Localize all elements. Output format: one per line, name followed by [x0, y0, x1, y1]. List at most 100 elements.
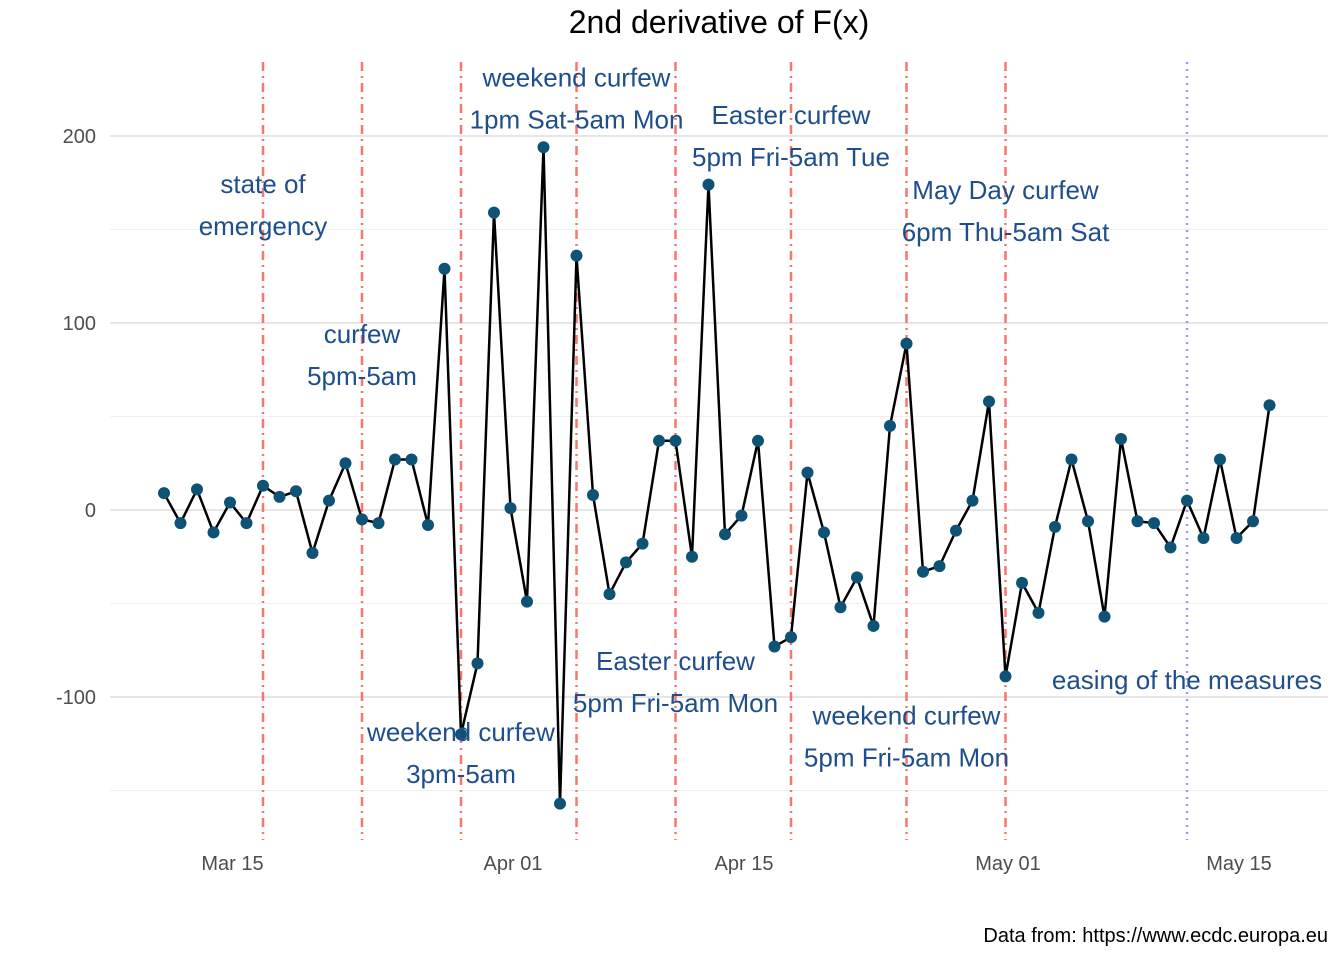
y-tick-label: -100: [56, 687, 96, 709]
data-point: [1098, 610, 1111, 623]
y-tick-label: 200: [63, 126, 96, 148]
data-point: [735, 509, 748, 522]
annotation-label: curfew: [324, 319, 401, 349]
data-point: [1263, 399, 1276, 412]
data-point: [1016, 576, 1028, 589]
y-axis-ticks: -100 0 100 200: [56, 126, 96, 709]
data-point: [669, 434, 682, 447]
data-point: [686, 550, 698, 563]
annotation-label: weekend curfew: [482, 63, 671, 93]
data-point: [537, 141, 550, 154]
x-tick-label: Apr 01: [484, 853, 543, 875]
data-point: [554, 797, 566, 810]
x-tick-label: May 15: [1206, 853, 1272, 875]
data-point: [834, 601, 847, 614]
annotation-label: 1pm Sat-5am Mon: [470, 105, 684, 135]
data-point: [290, 485, 302, 498]
data-point: [306, 547, 319, 560]
data-point: [504, 502, 517, 515]
data-point: [257, 479, 269, 492]
series-line: [162, 145, 1271, 805]
annotation-label: 3pm-5am: [406, 759, 516, 789]
annotation-label: Easter curfew: [596, 646, 755, 676]
data-point: [1214, 453, 1226, 466]
data-point: [1115, 432, 1127, 445]
data-point: [636, 537, 649, 550]
chart-title: 2nd derivative of F(x): [569, 4, 870, 40]
data-point: [801, 466, 814, 479]
data-point: [207, 526, 220, 539]
data-point: [422, 518, 434, 531]
data-point: [389, 453, 401, 466]
data-point: [818, 526, 830, 539]
data-point: [933, 560, 946, 573]
data-point: [587, 489, 599, 502]
data-point: [273, 490, 286, 503]
data-point: [1082, 515, 1094, 528]
data-point: [768, 640, 781, 653]
data-point: [851, 571, 863, 584]
annotations: state of emergency curfew 5pm-5am weekend cu…: [199, 63, 1322, 789]
data-point: [752, 434, 764, 447]
annotation-label: 6pm Thu-5am Sat: [902, 217, 1110, 247]
y-tick-label: 0: [85, 500, 96, 522]
data-point: [570, 249, 583, 262]
y-tick-label: 100: [63, 313, 96, 335]
data-point: [1247, 515, 1259, 528]
data-point: [405, 453, 418, 466]
data-point: [372, 517, 385, 530]
annotation-label: 5pm Fri-5am Tue: [692, 142, 890, 172]
data-point: [884, 419, 896, 432]
data-point: [1230, 532, 1243, 545]
data-points: [158, 141, 1276, 810]
data-point: [867, 619, 880, 632]
data-point: [1148, 517, 1160, 530]
annotation-label: weekend curfew: [812, 700, 1001, 730]
data-point: [1181, 494, 1193, 507]
data-point: [1164, 541, 1177, 554]
data-point: [702, 178, 715, 191]
data-point: [950, 524, 962, 537]
x-tick-label: May 01: [975, 853, 1041, 875]
data-point: [785, 631, 797, 644]
data-point: [966, 494, 979, 507]
data-point: [339, 457, 352, 470]
annotation-label: 5pm Fri-5am Mon: [804, 742, 1009, 772]
x-axis-ticks: Mar 15 Apr 01 Apr 15 May 01 May 15: [201, 853, 1271, 875]
data-point: [653, 434, 665, 447]
data-point: [455, 728, 467, 741]
x-tick-label: Apr 15: [715, 853, 774, 875]
data-point: [521, 595, 533, 608]
data-point: [471, 657, 484, 670]
data-point: [603, 588, 616, 601]
annotation-label: weekend curfew: [366, 717, 555, 747]
data-point: [158, 487, 170, 500]
data-point: [240, 517, 253, 530]
annotation-label: May Day curfew: [912, 175, 1099, 205]
data-point: [620, 556, 632, 569]
data-point: [224, 496, 236, 509]
data-point: [191, 483, 203, 496]
annotation-label: emergency: [199, 211, 328, 241]
annotation-label: 5pm Fri-5am Mon: [573, 688, 778, 718]
data-point: [719, 528, 731, 541]
data-point: [174, 517, 187, 530]
x-tick-label: Mar 15: [201, 853, 263, 875]
data-point: [1032, 606, 1045, 619]
data-point: [900, 337, 913, 350]
data-point: [1065, 453, 1078, 466]
annotation-label: Easter curfew: [712, 100, 871, 130]
annotation-label: state of: [220, 169, 306, 199]
annotation-label: easing of the measures: [1052, 665, 1322, 695]
data-point: [999, 670, 1012, 683]
data-point: [917, 565, 929, 578]
data-point: [1049, 520, 1061, 533]
data-point: [983, 395, 995, 408]
event-lines: [261, 62, 1189, 840]
data-point: [356, 513, 368, 526]
caption: Data from: https://www.ecdc.europa.eu: [983, 925, 1328, 947]
data-point: [1131, 515, 1144, 528]
data-point: [323, 494, 335, 507]
annotation-label: 5pm-5am: [307, 361, 417, 391]
